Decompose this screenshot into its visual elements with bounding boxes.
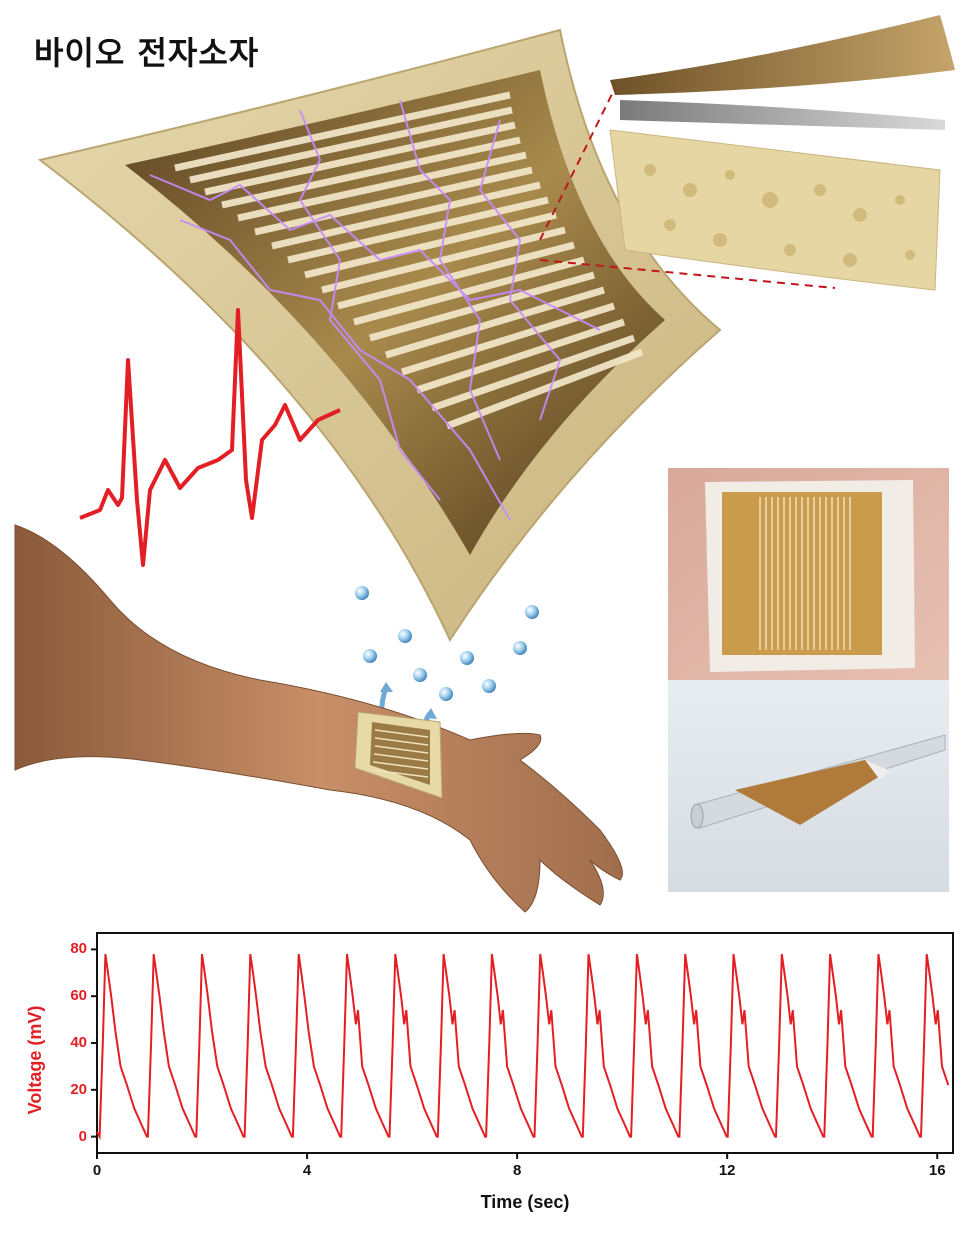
porous-layer-holes	[644, 164, 915, 267]
illustration-canvas	[14, 15, 955, 913]
x-tick-label: 4	[302, 1162, 312, 1179]
arm-illustration	[14, 524, 623, 913]
y-axis-label: Voltage (mV)	[25, 1005, 46, 1115]
y-tick-label: 40	[70, 1034, 87, 1051]
interdigitated-electrodes	[174, 91, 644, 430]
x-axis-ticks	[96, 1153, 939, 1159]
x-axis-label: Time (sec)	[480, 1192, 570, 1212]
y-tick-label: 60	[70, 987, 87, 1005]
electric-sparks	[149, 99, 601, 521]
voltage-trace	[96, 953, 950, 1141]
x-tick-label: 8	[512, 1162, 522, 1179]
patch-on-wrist	[354, 711, 443, 799]
page-title: 바이오 전자소자	[34, 34, 260, 72]
chart-frame	[96, 932, 954, 1154]
x-tick-label: 0	[92, 1162, 102, 1179]
y-tick-label: 20	[70, 1080, 87, 1098]
photo-patch-on-skin	[668, 468, 949, 680]
y-axis-ticks	[91, 948, 97, 1138]
y-tick-label: 0	[78, 1127, 87, 1145]
x-tick-label: 12	[718, 1162, 736, 1179]
layer-stack-illustration	[539, 15, 955, 291]
ecg-waveform-icon	[79, 308, 341, 567]
y-tick-label: 80	[70, 940, 87, 958]
x-tick-label: 16	[928, 1162, 946, 1179]
device-patch	[37, 28, 722, 643]
photo-patch-on-rod	[668, 680, 949, 892]
